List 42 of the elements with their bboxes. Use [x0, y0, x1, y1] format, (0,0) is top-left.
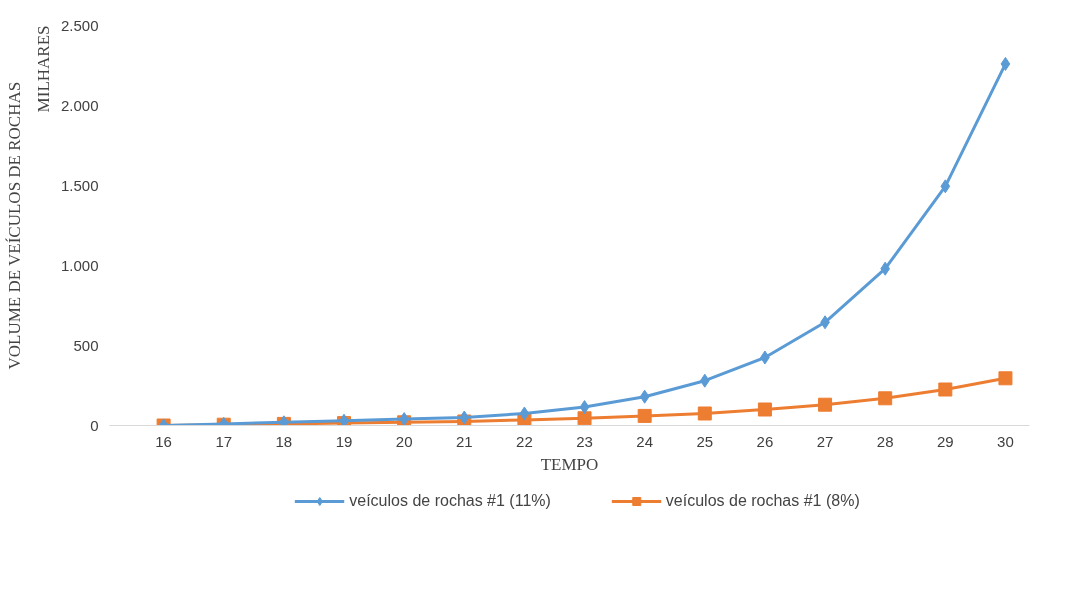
x-tick-label: 17 — [215, 432, 233, 450]
point — [699, 373, 710, 388]
x-tick-label: 24 — [636, 432, 654, 450]
x-tick-label: 26 — [756, 432, 774, 450]
y-tick-label: 2.500 — [60, 16, 99, 34]
x-axis-title: TEMPO — [540, 454, 599, 474]
point — [637, 408, 652, 423]
x-tick-label: 25 — [696, 432, 714, 450]
point — [697, 406, 712, 421]
point — [1000, 56, 1011, 71]
point — [818, 397, 833, 412]
y-tick-label: 1.500 — [60, 176, 99, 194]
x-tick-label: 20 — [395, 432, 413, 450]
legend-label: veículos de rochas #1 (8%) — [665, 492, 860, 510]
x-tick-label: 18 — [275, 432, 293, 450]
point — [757, 402, 772, 417]
y-tick-label: 1.000 — [60, 256, 99, 274]
point — [459, 410, 470, 425]
x-tick-label: 30 — [997, 432, 1014, 450]
point — [940, 179, 951, 194]
point — [579, 400, 590, 415]
x-tick-label: 22 — [516, 432, 533, 450]
x-tick-label: 16 — [155, 432, 172, 450]
point — [577, 411, 592, 426]
point — [938, 382, 953, 397]
y-tick-label: 0 — [90, 416, 99, 434]
y-tick-label: 500 — [73, 336, 99, 354]
x-tick-label: 29 — [936, 432, 954, 450]
x-tick-label: 21 — [455, 432, 473, 450]
x-tick-label: 27 — [816, 432, 834, 450]
point — [519, 406, 530, 421]
x-tick-label: 23 — [576, 432, 593, 450]
x-tick-label: 28 — [876, 432, 894, 450]
point — [998, 371, 1013, 386]
point — [639, 389, 650, 404]
x-tick-label: 19 — [335, 432, 353, 450]
point — [880, 261, 891, 276]
y-axis-title: VOLUME DE VEÍCULOS DE ROCHAS — [5, 81, 24, 370]
text: MILHARES — [33, 25, 53, 113]
legend-label: veículos de rochas #1 (11%) — [349, 492, 551, 510]
y-tick-label: 2.000 — [60, 96, 99, 114]
point — [878, 391, 893, 406]
